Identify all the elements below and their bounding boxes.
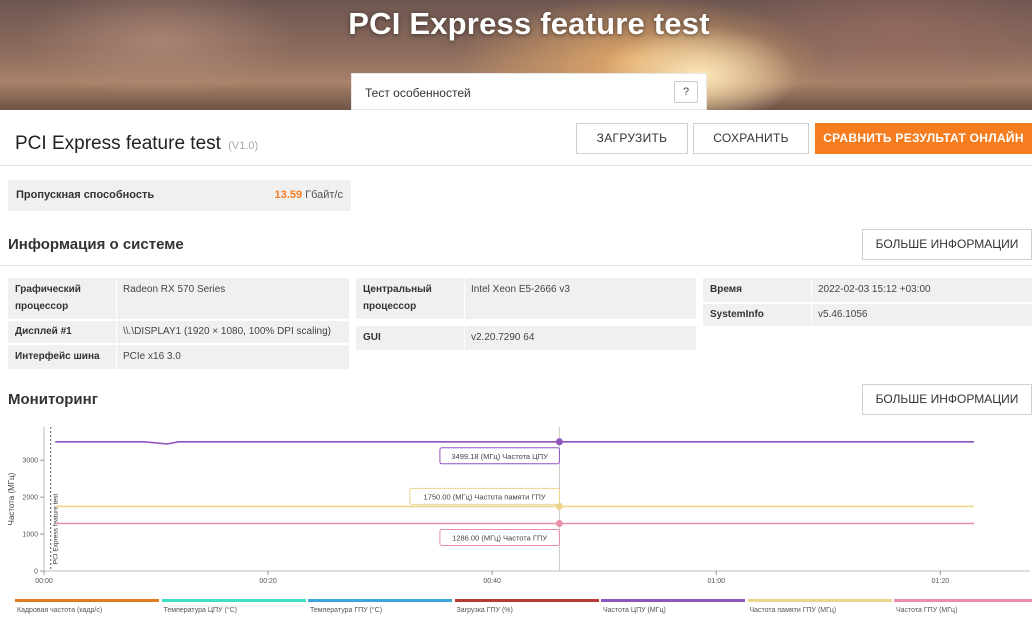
info-time-label: Время — [710, 284, 742, 295]
score-box: Пропускная способность 13.59 Гбайт/с — [8, 180, 351, 211]
page-title-text: PCI Express feature test — [15, 133, 221, 154]
score-unit: Гбайт/с — [305, 189, 343, 201]
info-sysinfo-row: SystemInfo v5.46.1056 — [703, 304, 1032, 326]
system-info-title: Информация о системе — [8, 236, 184, 253]
legend-label: Частота памяти ГПУ (МГц) — [749, 607, 837, 614]
score-number: 13.59 — [274, 189, 303, 201]
compare-online-button[interactable]: СРАВНИТЬ РЕЗУЛЬТАТ ОНЛАЙН — [815, 123, 1032, 154]
legend-label: Температура ГПУ (°C) — [310, 607, 383, 614]
monitoring-chart[interactable]: 0 1000 2000 3000 00:00 00:20 00:40 01:00 01:20 Ча… — [0, 422, 1032, 592]
save-button[interactable]: СОХРАНИТЬ — [693, 123, 809, 154]
legend-swatch — [454, 599, 599, 602]
series-point-0 — [555, 438, 563, 446]
info-sysinfo-value: v5.46.1056 — [818, 309, 868, 320]
tooltip-box-0 — [439, 447, 560, 465]
info-bus-row: Интерфейс шина PCIe x16 3.0 — [8, 345, 349, 369]
legend-item[interactable]: Кадровая частота (кадр/с) — [15, 596, 159, 622]
info-display-row: Дисплей #1 \\.\DISPLAY1 (1920 × 1080, 10… — [8, 321, 349, 343]
legend-label: Кадровая частота (кадр/с) — [17, 607, 103, 614]
legend-item[interactable]: Частота памяти ГПУ (МГц) — [747, 596, 892, 622]
score-value: 13.59 Гбайт/с — [275, 189, 343, 201]
legend-label: Загрузка ГПУ (%) — [456, 607, 513, 614]
info-separator — [464, 278, 465, 319]
test-selector-label: Тест особенностей — [365, 86, 471, 100]
system-info-divider — [0, 265, 1032, 266]
info-display-label: Дисплей #1 — [15, 326, 72, 337]
y-tick-label: 2000 — [22, 495, 38, 502]
monitoring-more-button[interactable]: БОЛЬШЕ ИНФОРМАЦИИ — [862, 384, 1032, 415]
info-separator — [464, 326, 465, 350]
page-title: PCI Express feature test (V1.0) — [15, 133, 258, 155]
legend-item[interactable]: Частота ГПУ (МГц) — [894, 596, 1032, 622]
test-selector[interactable]: Тест особенностей ? — [351, 73, 707, 110]
legend-swatch — [894, 599, 1032, 602]
info-cpu-label: Центральный процессор — [363, 284, 432, 312]
tooltip-box-2 — [439, 529, 560, 547]
info-cpu-value: Intel Xeon E5-2666 v3 — [471, 284, 570, 295]
info-separator — [116, 321, 117, 343]
legend-label: Частота ГПУ (МГц) — [896, 607, 958, 614]
tooltip-text-1: 1750.00 (МГц) Частота памяти ГПУ — [424, 492, 546, 501]
series-point-2 — [555, 520, 563, 528]
y-tick-label: 0 — [34, 569, 38, 576]
tooltip-box-1 — [409, 487, 560, 505]
legend-item[interactable]: Температура ЦПУ (°C) — [161, 596, 306, 622]
info-separator — [116, 345, 117, 369]
info-cpu-row: Центральный процессор Intel Xeon E5-2666… — [356, 278, 696, 319]
legend-swatch — [161, 599, 306, 602]
info-gpu-value: Radeon RX 570 Series — [123, 284, 226, 295]
series-line-0 — [55, 441, 974, 445]
load-button[interactable]: ЗАГРУЗИТЬ — [576, 123, 688, 154]
legend-label: Температура ЦПУ (°C) — [163, 607, 237, 614]
legend-swatch — [747, 599, 892, 602]
legend-label: Частота ЦПУ (МГц) — [603, 607, 666, 614]
page-version: (V1.0) — [228, 140, 259, 152]
x-tick-label: 01:00 — [708, 578, 726, 585]
info-sysinfo-label: SystemInfo — [710, 309, 764, 320]
x-tick-label: 01:20 — [932, 578, 950, 585]
legend-swatch — [601, 599, 745, 602]
legend-swatch — [15, 599, 159, 602]
info-time-row: Время 2022-02-03 15:12 +03:00 — [703, 278, 1032, 302]
legend-swatch — [308, 599, 452, 602]
legend-item[interactable]: Температура ГПУ (°C) — [308, 596, 452, 622]
y-tick-label: 1000 — [22, 532, 38, 539]
x-tick-label: 00:20 — [259, 578, 277, 585]
score-label: Пропускная способность — [16, 189, 155, 201]
test-marker-label: PCI Express feature test — [53, 494, 60, 565]
info-separator — [116, 278, 117, 319]
chart-legend: Кадровая частота (кадр/с) Температура ЦПУ… — [0, 596, 1032, 622]
y-tick-label: 3000 — [22, 458, 38, 465]
info-time-value: 2022-02-03 15:12 +03:00 — [818, 284, 931, 295]
system-info-more-button[interactable]: БОЛЬШЕ ИНФОРМАЦИИ — [862, 229, 1032, 260]
info-display-value: \\.\DISPLAY1 (1920 × 1080, 100% DPI scal… — [123, 326, 331, 337]
monitoring-title: Мониторинг — [8, 391, 98, 408]
result-header: PCI Express feature test (V1.0) — [0, 111, 1032, 166]
x-tick-label: 00:40 — [483, 578, 501, 585]
tooltip-text-0: 3499.18 (МГц) Частота ЦПУ — [451, 452, 548, 461]
info-gpu-label: Графический процессор — [15, 284, 81, 312]
info-gui-row: GUI v2.20.7290 64 — [356, 326, 696, 350]
info-bus-value: PCIe x16 3.0 — [123, 351, 181, 362]
hero-title: PCI Express feature test — [348, 6, 710, 41]
hero-banner: PCI Express feature test Тест особенност… — [0, 0, 1032, 110]
y-axis-label: Частота (МГц) — [7, 472, 16, 525]
info-separator — [811, 304, 812, 326]
legend-item[interactable]: Загрузка ГПУ (%) — [454, 596, 599, 622]
legend-item[interactable]: Частота ЦПУ (МГц) — [601, 596, 745, 622]
info-gui-value: v2.20.7290 64 — [471, 332, 535, 343]
help-button[interactable]: ? — [674, 81, 698, 103]
info-separator — [811, 278, 812, 302]
x-tick-label: 00:00 — [35, 578, 53, 585]
info-bus-label: Интерфейс шина — [15, 351, 100, 362]
info-gui-label: GUI — [363, 332, 381, 343]
info-gpu-row: Графический процессор Radeon RX 570 Seri… — [8, 278, 349, 319]
tooltip-text-2: 1286.00 (МГц) Частота ГПУ — [452, 534, 547, 543]
